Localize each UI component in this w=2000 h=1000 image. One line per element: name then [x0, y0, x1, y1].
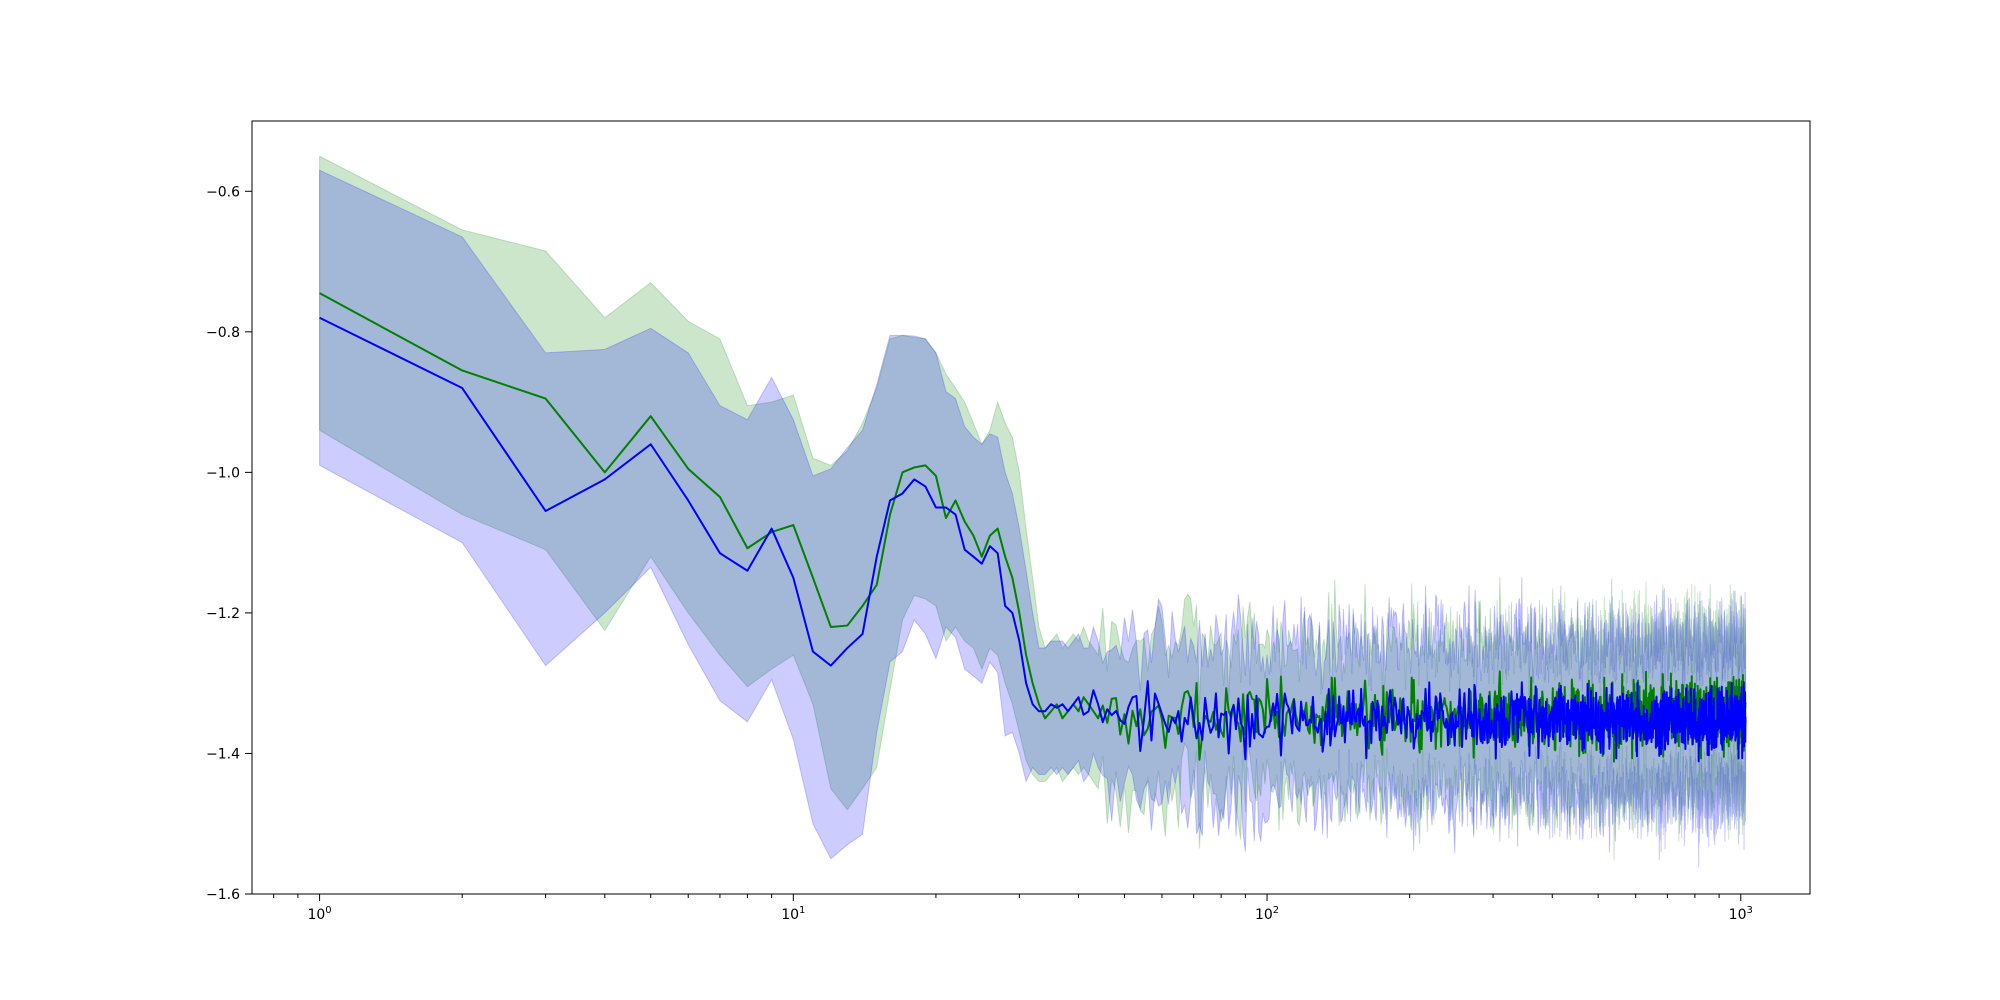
- x-tick-label: 101: [781, 905, 805, 923]
- series-1-band: [319, 155, 1747, 861]
- x-tick-label: 100: [307, 905, 331, 923]
- x-axis: 100 101 102 103: [273, 894, 1753, 923]
- x-tick-label: 102: [1255, 905, 1279, 923]
- y-tick-label: −0.8: [206, 325, 240, 341]
- y-tick-label: −1.0: [206, 465, 240, 481]
- y-tick-label: −1.2: [206, 606, 240, 622]
- y-axis: −0.6 −0.8 −1.0 −1.2 −1.4 −1.6: [206, 184, 252, 903]
- mean-lines: [319, 292, 1747, 763]
- y-tick-label: −1.6: [206, 887, 240, 903]
- x-tick-label: 103: [1729, 905, 1753, 923]
- y-tick-label: −1.4: [206, 746, 240, 762]
- plot-area-frame: [251, 120, 1811, 895]
- series-2-line: [319, 316, 1747, 763]
- y-tick-label: −0.6: [206, 184, 240, 200]
